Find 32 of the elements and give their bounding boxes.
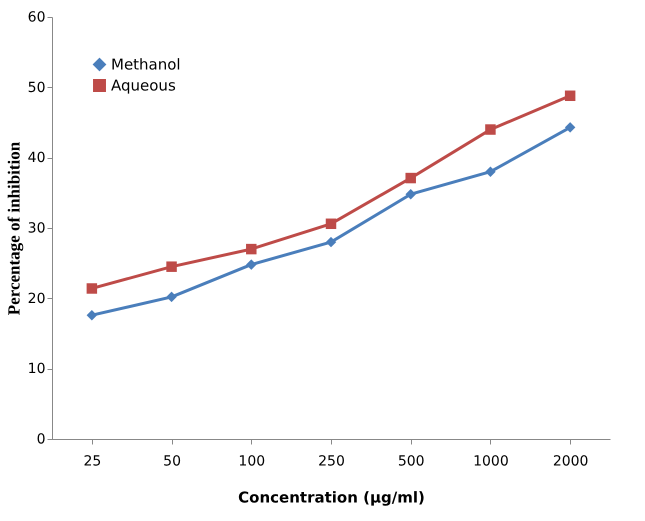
point: [405, 172, 416, 184]
point: [485, 124, 496, 135]
y-tick-label: 10: [28, 361, 46, 378]
point: [564, 122, 576, 133]
y-tick-label: 60: [28, 10, 46, 26]
point: [246, 259, 257, 270]
point: [326, 218, 336, 230]
x-tick-label: 2000: [552, 454, 588, 470]
point: [166, 292, 177, 302]
x-tick-label: 25: [83, 454, 102, 470]
x-tick-label: 100: [238, 454, 266, 470]
point: [166, 261, 177, 272]
y-tick-label: 0: [36, 432, 46, 448]
legend-label: Aqueous: [111, 76, 176, 94]
point: [86, 310, 98, 320]
point: [564, 90, 576, 102]
x-tick-label: 1000: [473, 454, 509, 470]
y-tick-label: 50: [28, 80, 46, 96]
y-axis-title: Percentage of inhibition: [4, 141, 24, 316]
legend-label: Methanol: [111, 56, 181, 74]
point: [326, 236, 336, 248]
point: [246, 244, 257, 254]
point: [405, 188, 416, 200]
point: [485, 166, 496, 177]
y-tick-label: 20: [28, 290, 46, 307]
x-axis-title: Concentration (µg/ml): [238, 488, 425, 506]
x-tick-label: 50: [163, 454, 181, 470]
y-tick-label: 40: [28, 150, 46, 166]
x-tick-label: 250: [318, 454, 345, 470]
point: [86, 283, 98, 294]
x-tick-label: 500: [398, 454, 425, 470]
y-tick-label: 30: [28, 220, 46, 236]
